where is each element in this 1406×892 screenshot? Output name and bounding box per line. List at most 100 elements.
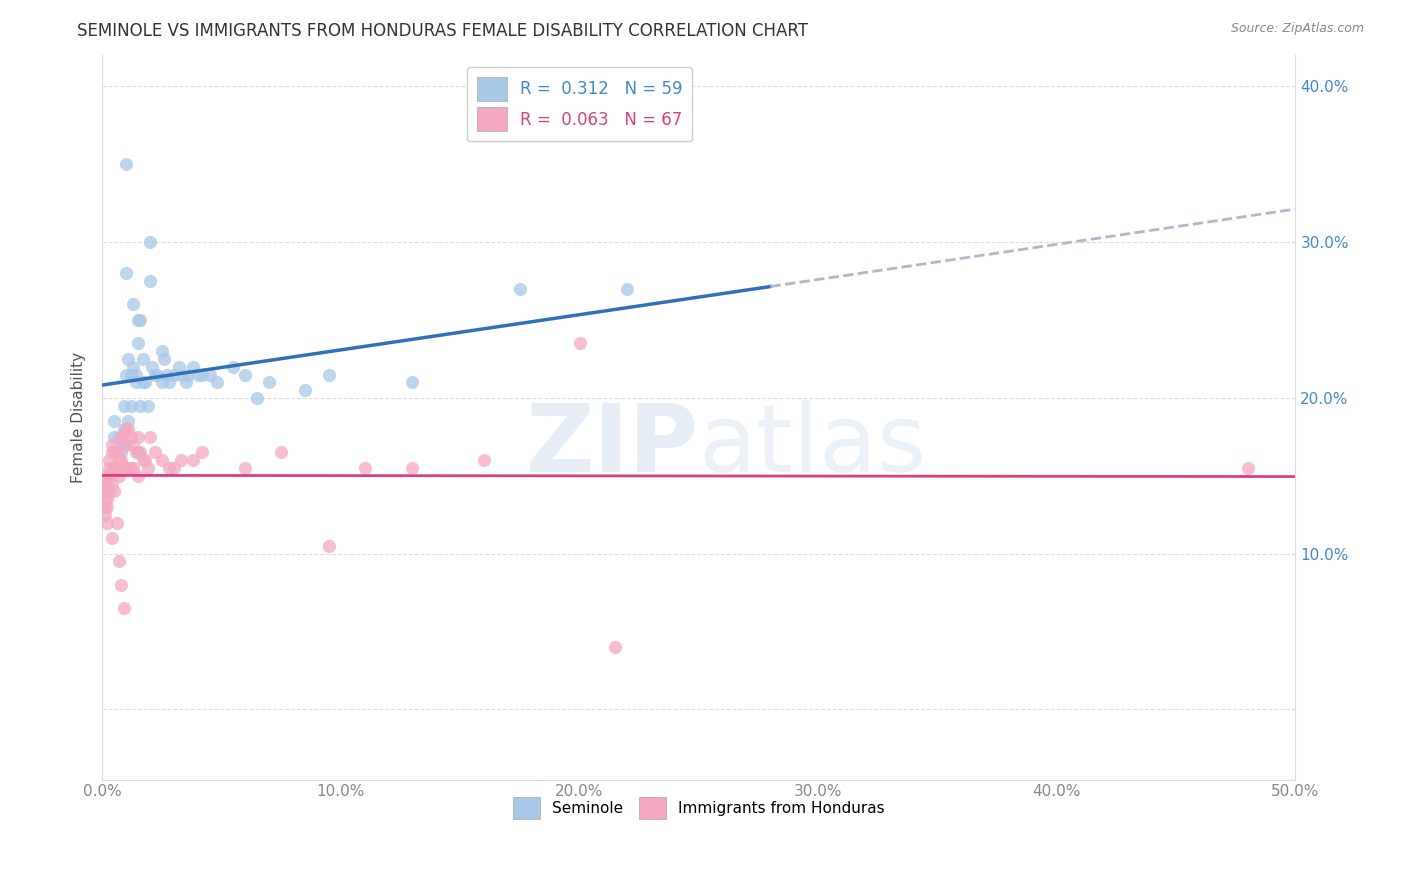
Point [110, 445, 132, 459]
Point [472, 453, 495, 467]
Legend: Seminole, Immigrants from Honduras: Seminole, Immigrants from Honduras [505, 789, 893, 826]
Point [150, 376, 173, 390]
Point [108, 468, 131, 483]
Point [98, 453, 121, 467]
Point [112, 422, 135, 436]
Point [156, 368, 179, 382]
Point [112, 430, 135, 444]
Point [100, 445, 122, 459]
Point [112, 601, 135, 615]
Point [115, 437, 138, 451]
Point [100, 531, 122, 545]
Point [105, 461, 128, 475]
Point [259, 376, 281, 390]
Point [110, 437, 132, 451]
Point [157, 461, 180, 475]
Point [112, 461, 135, 475]
Point [134, 453, 156, 467]
Point [191, 368, 214, 382]
Point [96, 484, 118, 499]
Point [401, 461, 423, 475]
Point [117, 422, 139, 436]
Point [127, 313, 149, 327]
Point [120, 368, 142, 382]
Point [136, 399, 159, 413]
Point [568, 336, 591, 351]
Point [139, 235, 162, 249]
Text: SEMINOLE VS IMMIGRANTS FROM HONDURAS FEMALE DISABILITY CORRELATION CHART: SEMINOLE VS IMMIGRANTS FROM HONDURAS FEM… [77, 22, 808, 40]
Point [115, 157, 138, 171]
Point [105, 445, 128, 459]
Point [110, 578, 132, 592]
Point [122, 359, 145, 374]
Point [150, 344, 173, 359]
Point [103, 484, 125, 499]
Point [127, 445, 149, 459]
Point [132, 376, 155, 390]
Point [605, 640, 627, 655]
Point [117, 414, 139, 428]
Text: atlas: atlas [699, 401, 927, 492]
Point [108, 453, 131, 467]
Point [112, 399, 135, 413]
Point [120, 430, 142, 444]
Point [157, 376, 180, 390]
Y-axis label: Female Disability: Female Disability [72, 351, 86, 483]
Point [170, 453, 193, 467]
Point [100, 437, 122, 451]
Point [205, 376, 228, 390]
Point [318, 368, 340, 382]
Point [100, 476, 122, 491]
Point [134, 376, 156, 390]
Point [103, 430, 125, 444]
Point [122, 297, 145, 311]
Point [110, 453, 132, 467]
Point [129, 313, 152, 327]
Point [270, 445, 292, 459]
Point [108, 554, 131, 568]
Point [129, 399, 152, 413]
Point [1236, 461, 1258, 475]
Point [122, 437, 145, 451]
Point [235, 368, 257, 382]
Point [98, 461, 121, 475]
Point [294, 383, 316, 397]
Point [143, 368, 166, 382]
Point [93, 468, 115, 483]
Point [103, 461, 125, 475]
Point [170, 368, 193, 382]
Point [115, 422, 138, 436]
Point [98, 484, 121, 499]
Point [120, 461, 142, 475]
Point [153, 351, 176, 366]
Point [141, 359, 163, 374]
Point [96, 492, 118, 507]
Point [163, 368, 186, 382]
Point [132, 453, 155, 467]
Point [115, 266, 138, 280]
Point [187, 368, 209, 382]
Point [96, 476, 118, 491]
Point [150, 453, 173, 467]
Point [129, 445, 152, 459]
Point [117, 351, 139, 366]
Point [143, 445, 166, 459]
Point [115, 461, 138, 475]
Point [93, 492, 115, 507]
Point [132, 351, 155, 366]
Point [509, 282, 531, 296]
Point [117, 461, 139, 475]
Text: ZIP: ZIP [526, 401, 699, 492]
Point [174, 376, 197, 390]
Point [110, 430, 132, 444]
Point [222, 359, 245, 374]
Point [235, 461, 257, 475]
Point [139, 274, 162, 288]
Point [93, 500, 115, 514]
Point [93, 476, 115, 491]
Point [146, 368, 169, 382]
Point [353, 461, 375, 475]
Point [181, 359, 204, 374]
Point [246, 391, 269, 405]
Point [103, 445, 125, 459]
